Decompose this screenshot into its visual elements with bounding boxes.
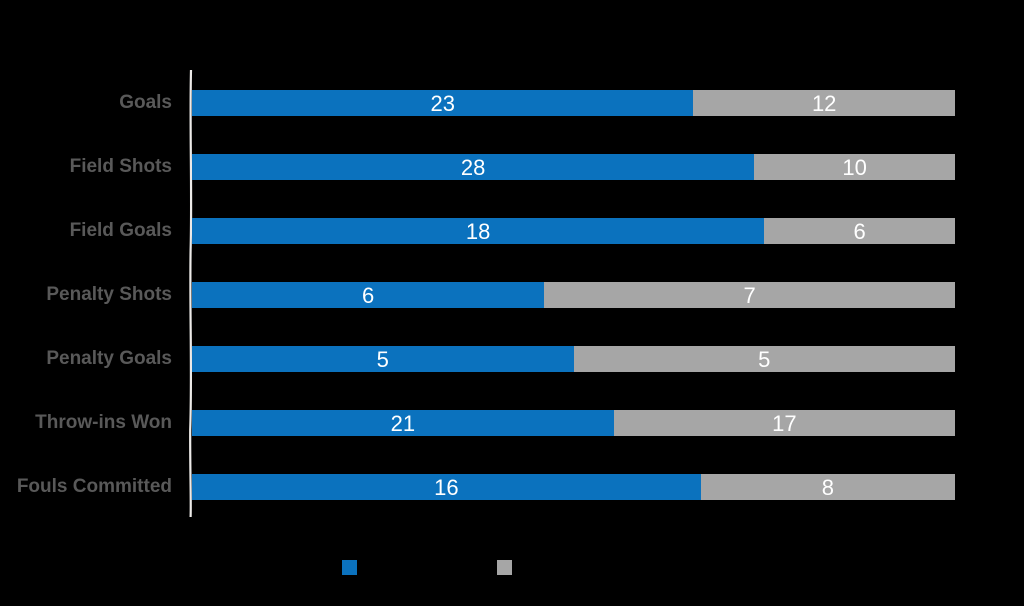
category-label: Field Shots — [69, 156, 172, 177]
bar-segment-blue: 18 — [192, 218, 765, 244]
value-label: 7 — [743, 283, 756, 308]
bar-row: Field Shots 28 10 — [0, 154, 1024, 180]
bar-segment-blue: 23 — [192, 90, 694, 116]
bar-row: Field Goals 18 6 — [0, 218, 1024, 244]
bar-segment-gray: 17 — [613, 410, 955, 436]
category-label: Fouls Committed — [16, 476, 172, 497]
legend-swatch-gray — [497, 560, 512, 575]
bar-segment-blue: 6 — [192, 282, 545, 308]
category-label: Goals — [119, 92, 172, 113]
value-label: 8 — [821, 475, 834, 500]
category-label: Throw-ins Won — [35, 412, 172, 433]
value-label: 5 — [758, 347, 771, 372]
value-label: 28 — [460, 155, 486, 180]
value-label: 23 — [430, 91, 455, 116]
bar-row: Fouls Committed 16 8 — [0, 474, 1024, 500]
value-label: 5 — [376, 347, 389, 372]
value-label: 12 — [811, 91, 837, 116]
bar-group: 23 12 — [192, 90, 955, 116]
bar-group: 18 6 — [192, 218, 955, 244]
value-label: 17 — [772, 411, 797, 436]
value-label: 10 — [842, 155, 867, 180]
bar-row: Throw-ins Won 21 17 — [0, 410, 1024, 436]
bar-row: Goals 23 12 — [0, 90, 1024, 116]
bar-segment-blue: 5 — [192, 346, 574, 372]
bar-segment-gray: 10 — [754, 154, 955, 180]
category-label: Field Goals — [69, 220, 172, 241]
y-axis-line — [189, 70, 193, 517]
bar-row: Penalty Goals 5 5 — [0, 346, 1024, 372]
bar-row: Penalty Shots 6 7 — [0, 282, 1024, 308]
legend-swatch-blue — [342, 560, 357, 575]
bar-segment-blue: 21 — [192, 410, 614, 436]
bar-segment-blue: 16 — [192, 474, 701, 500]
bar-segment-blue: 28 — [192, 154, 755, 180]
bar-segment-gray: 7 — [544, 282, 955, 308]
bar-group: 21 17 — [192, 410, 955, 436]
category-label: Penalty Goals — [46, 348, 172, 369]
bar-segment-gray: 5 — [573, 346, 955, 372]
category-label: Penalty Shots — [46, 284, 172, 305]
bar-segment-gray: 8 — [700, 474, 955, 500]
value-label: 21 — [390, 411, 416, 436]
bar-group: 16 8 — [192, 474, 955, 500]
legend — [0, 560, 1024, 575]
bar-group: 28 10 — [192, 154, 955, 180]
value-label: 6 — [361, 283, 375, 308]
bar-segment-gray: 12 — [693, 90, 955, 116]
bar-segment-gray: 6 — [764, 218, 955, 244]
value-label: 16 — [434, 475, 459, 500]
value-label: 6 — [853, 219, 866, 244]
value-label: 18 — [465, 219, 491, 244]
